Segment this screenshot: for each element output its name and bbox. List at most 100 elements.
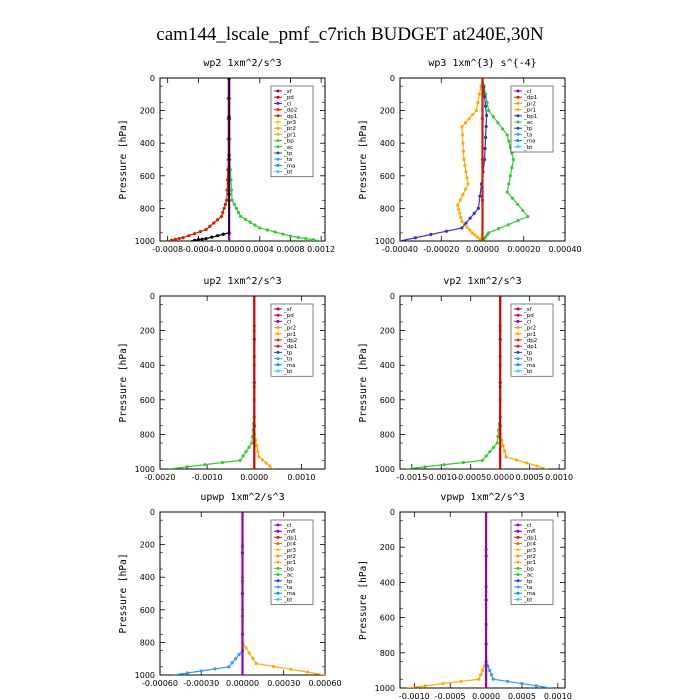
y-tick-label: 600 — [380, 396, 395, 405]
legend-marker — [276, 145, 280, 149]
series-marker — [225, 198, 229, 202]
y-tick-label: 400 — [140, 361, 155, 370]
series-marker — [192, 238, 197, 241]
legend-marker — [276, 108, 280, 112]
series-marker — [227, 115, 231, 119]
series-marker — [464, 221, 468, 225]
legend-marker — [516, 597, 520, 601]
series-marker — [468, 228, 472, 232]
series-marker — [232, 202, 236, 206]
legend-marker — [276, 350, 280, 354]
legend-marker — [276, 548, 280, 552]
x-tick-label: 0.00000 — [226, 679, 259, 688]
series-marker — [252, 424, 256, 428]
legend-label: _dp1 — [523, 95, 537, 101]
x-tick-label: 0.0000 — [240, 473, 268, 482]
series-marker — [484, 642, 488, 646]
legend-marker — [276, 585, 280, 589]
x-tick-label: -0.0004 — [183, 245, 214, 254]
y-tick-label: 200 — [140, 107, 155, 116]
legend-label: _ac — [523, 573, 533, 579]
series-marker — [491, 677, 495, 681]
legend-label: _bt — [523, 597, 533, 603]
y-tick-label: 200 — [380, 107, 395, 116]
series-marker — [496, 121, 500, 125]
series-marker — [225, 188, 229, 192]
legend-marker — [516, 145, 520, 149]
series-marker — [460, 133, 464, 137]
y-tick-label: 400 — [140, 573, 155, 582]
legend-marker — [276, 126, 280, 130]
x-tick-label: 0.0000 — [486, 473, 514, 482]
series-marker — [241, 454, 245, 458]
legend-marker — [516, 344, 520, 348]
x-tick-label: 0.0010 — [287, 473, 315, 482]
series-marker — [480, 198, 485, 202]
legend-marker — [516, 591, 520, 595]
legend-marker — [276, 170, 280, 174]
series-marker — [442, 463, 446, 467]
chart-panel-2: wp3 1xm^{3} s^{-4}02004006008001000-0.00… — [358, 58, 582, 254]
series-marker — [200, 237, 204, 241]
y-tick-label: 400 — [380, 139, 395, 148]
series-marker — [484, 598, 488, 602]
legend-marker — [276, 560, 280, 564]
legend-label: _bt — [283, 170, 293, 176]
legend-marker — [516, 108, 520, 112]
legend-label: _pr3 — [283, 548, 297, 554]
series-marker — [465, 176, 469, 180]
series-marker — [514, 458, 518, 462]
y-tick-label: 200 — [380, 327, 395, 336]
series-marker — [521, 208, 525, 213]
series-marker — [252, 296, 256, 298]
y-tick-label: 0 — [390, 508, 395, 517]
legend-label: _dp1 — [283, 114, 297, 120]
y-tick-label: 400 — [140, 139, 155, 148]
series-marker — [215, 234, 220, 238]
series-marker — [243, 217, 247, 222]
series-marker — [236, 210, 241, 215]
legend-label: _pd — [523, 313, 534, 319]
legend-label: _pr2 — [523, 554, 536, 560]
plot-frame — [159, 77, 326, 242]
y-tick-label: 200 — [380, 543, 395, 552]
series-marker — [441, 682, 445, 686]
series-marker — [257, 455, 261, 459]
legend-marker — [276, 357, 280, 361]
y-tick-label: 200 — [140, 541, 155, 550]
legend-marker — [516, 338, 520, 342]
x-tick-label: 0.0004 — [246, 245, 274, 254]
series-marker — [234, 206, 238, 210]
y-tick-label: 800 — [380, 649, 395, 658]
series-line-dp1 — [169, 296, 255, 469]
legend-marker — [276, 363, 280, 367]
series-marker — [456, 203, 460, 207]
legend-label: _dp2 — [283, 108, 297, 114]
series-marker — [484, 124, 488, 129]
series-marker — [510, 196, 515, 200]
y-tick-label: 600 — [140, 606, 155, 615]
series-marker — [227, 153, 231, 158]
series-marker — [480, 668, 485, 673]
legend-marker — [276, 313, 280, 317]
series-marker — [496, 434, 500, 439]
legend-label: _tp — [283, 151, 293, 157]
y-axis-label: Pressure [hPa] — [118, 119, 129, 199]
legend-label: _dp1 — [523, 535, 537, 541]
y-tick-label: 1000 — [375, 237, 395, 246]
legend-label: _sf — [283, 89, 293, 95]
series-marker — [423, 465, 427, 469]
legend-marker — [276, 523, 280, 527]
series-marker — [240, 512, 245, 514]
series-marker — [470, 231, 474, 235]
series-marker — [413, 236, 418, 240]
legend-label: _cl — [523, 89, 532, 95]
series-marker — [498, 296, 502, 298]
y-tick-label: 600 — [140, 172, 155, 181]
legend-label: _mfl — [523, 529, 536, 535]
legend-marker — [516, 139, 520, 143]
series-marker — [203, 463, 207, 467]
legend-marker — [276, 163, 280, 167]
series-marker — [177, 236, 181, 241]
legend-marker — [276, 332, 280, 336]
